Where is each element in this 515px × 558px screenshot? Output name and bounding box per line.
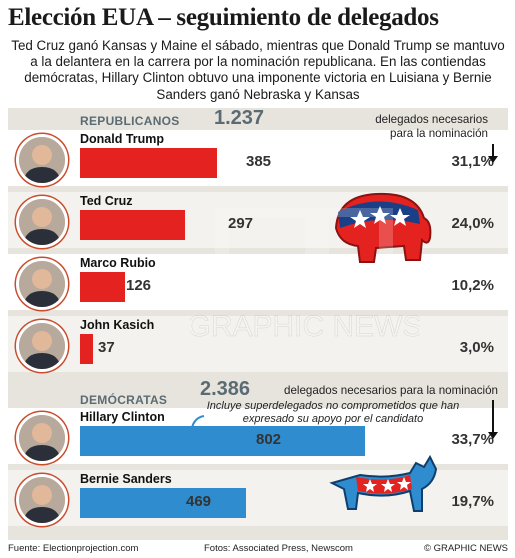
- rep-threshold-arrow: [488, 156, 498, 163]
- candidate-photo-icon: [16, 474, 68, 526]
- candidate-photo-icon: [16, 320, 68, 372]
- candidate-name: John Kasich: [80, 318, 155, 332]
- candidate-row: Marco Rubio 126 10,2%: [8, 254, 508, 310]
- rep-threshold: 1.237: [214, 107, 265, 129]
- delegate-bar: [80, 272, 125, 302]
- chart-panel: Bernie Sanders 469 19,7% Hillary Clinton 802…: [8, 107, 508, 540]
- delegate-percentage: 31,1%: [451, 153, 494, 170]
- candidate-photo-icon: [16, 134, 68, 186]
- rep-threshold-note-line1: delegados necesarios: [375, 113, 488, 126]
- candidate-name: Hillary Clinton: [80, 410, 165, 424]
- page-title: Elección EUA – seguimiento de delegados: [8, 4, 439, 31]
- candidate-photo-icon: [16, 412, 68, 464]
- candidate-photo-icon: [16, 196, 68, 248]
- delegate-count: 802: [256, 431, 282, 448]
- candidate-name: Marco Rubio: [80, 256, 156, 270]
- delegate-bar: [80, 426, 365, 456]
- delegate-bar: [80, 210, 186, 240]
- delegate-count: 469: [186, 493, 212, 510]
- delegate-count: 385: [246, 153, 272, 170]
- dem-section-label: DEMÓCRATAS: [80, 393, 168, 407]
- delegate-percentage: 19,7%: [451, 493, 494, 510]
- superdelegate-pointer-icon: [186, 415, 205, 442]
- delegate-count: 297: [228, 215, 254, 232]
- delegate-bar: [80, 148, 217, 178]
- dem-threshold: 2.386: [200, 378, 251, 400]
- delegate-percentage: 24,0%: [451, 215, 494, 232]
- dem-threshold-note: delegados necesarios para la nominación: [284, 384, 498, 397]
- page-subtitle: Ted Cruz ganó Kansas y Maine el sábado, …: [11, 38, 505, 102]
- delegate-count: 126: [126, 277, 152, 294]
- footer-credit: © GRAPHIC NEWS: [423, 543, 508, 554]
- delegate-bar: [80, 488, 247, 518]
- footer: Fuente: Electionprojection.com Fotos: As…: [8, 541, 508, 558]
- elephant-icon: [334, 192, 432, 263]
- dem-threshold-marker: [492, 400, 494, 434]
- candidate-photo-icon: [16, 258, 68, 310]
- delegate-percentage: 10,2%: [451, 277, 494, 294]
- footer-source: Fuente: Electionprojection.com: [8, 543, 139, 554]
- dem-threshold-arrow: [488, 432, 498, 439]
- rep-threshold-note: delegados necesarios para la nominación: [338, 113, 488, 141]
- rep-threshold-note-line2: para la nominación: [390, 127, 488, 140]
- delegate-bar: [80, 334, 94, 364]
- candidate-name: Ted Cruz: [80, 194, 133, 208]
- candidate-name: Bernie Sanders: [80, 472, 172, 486]
- superdelegate-note: Incluye superdelegados no comprometidos …: [206, 400, 460, 425]
- delegate-count: 37: [98, 339, 115, 356]
- candidate-row: John Kasich 37 3,0%: [8, 316, 508, 372]
- candidate-row: Donald Trump 385 31,1%: [8, 130, 508, 186]
- delegate-percentage: 33,7%: [451, 431, 494, 448]
- rep-threshold-marker: [492, 144, 494, 158]
- candidate-row: Hillary Clinton 802 33,7%: [8, 408, 508, 464]
- candidate-name: Donald Trump: [80, 132, 165, 146]
- delegate-percentage: 3,0%: [459, 339, 494, 356]
- donkey-icon: [329, 454, 438, 512]
- footer-photos: Fotos: Associated Press, Newscom: [204, 543, 353, 554]
- rep-section-label: REPUBLICANOS: [80, 114, 180, 128]
